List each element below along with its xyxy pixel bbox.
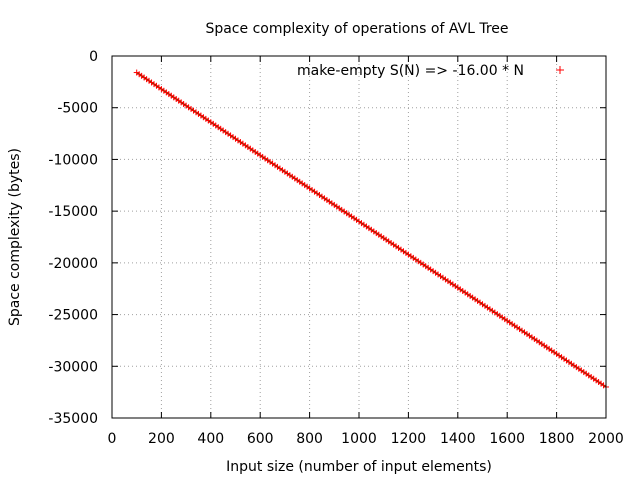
chart-title: Space complexity of operations of AVL Tr… bbox=[205, 21, 508, 37]
ticks bbox=[111, 55, 607, 419]
x-axis-label: Input size (number of input elements) bbox=[226, 459, 492, 475]
y-axis-label: Space complexity (bytes) bbox=[7, 148, 23, 326]
x-tick-label: 1000 bbox=[341, 431, 377, 447]
x-tick-label: 800 bbox=[296, 431, 323, 447]
legend: make-empty S(N) => -16.00 * N bbox=[297, 63, 564, 79]
x-tick-label: 0 bbox=[108, 431, 117, 447]
y-tick-label: -10000 bbox=[48, 152, 98, 168]
legend-label: make-empty S(N) => -16.00 * N bbox=[297, 63, 524, 79]
y-tick-label: -20000 bbox=[48, 256, 98, 272]
x-tick-label: 1600 bbox=[489, 431, 525, 447]
y-tick-label: -25000 bbox=[48, 308, 98, 324]
x-tick-label: 600 bbox=[247, 431, 274, 447]
y-tick-label: 0 bbox=[89, 49, 98, 65]
grid bbox=[112, 56, 606, 418]
x-tick-label: 2000 bbox=[588, 431, 624, 447]
y-tick-label: -5000 bbox=[57, 101, 98, 117]
x-tick-label: 200 bbox=[148, 431, 175, 447]
y-tick-label: -35000 bbox=[48, 411, 98, 427]
x-tick-label: 1200 bbox=[391, 431, 427, 447]
x-tick-label: 1800 bbox=[539, 431, 575, 447]
legend-marker bbox=[556, 66, 564, 74]
tick-labels: 0 200 400 600 800 1000 1200 1400 1600 1800 2000 0 -5… bbox=[48, 49, 623, 447]
x-tick-label: 1400 bbox=[440, 431, 476, 447]
x-tick-label: 400 bbox=[197, 431, 224, 447]
y-tick-label: -15000 bbox=[48, 204, 98, 220]
y-tick-label: -30000 bbox=[48, 359, 98, 375]
data-layer bbox=[133, 69, 609, 390]
